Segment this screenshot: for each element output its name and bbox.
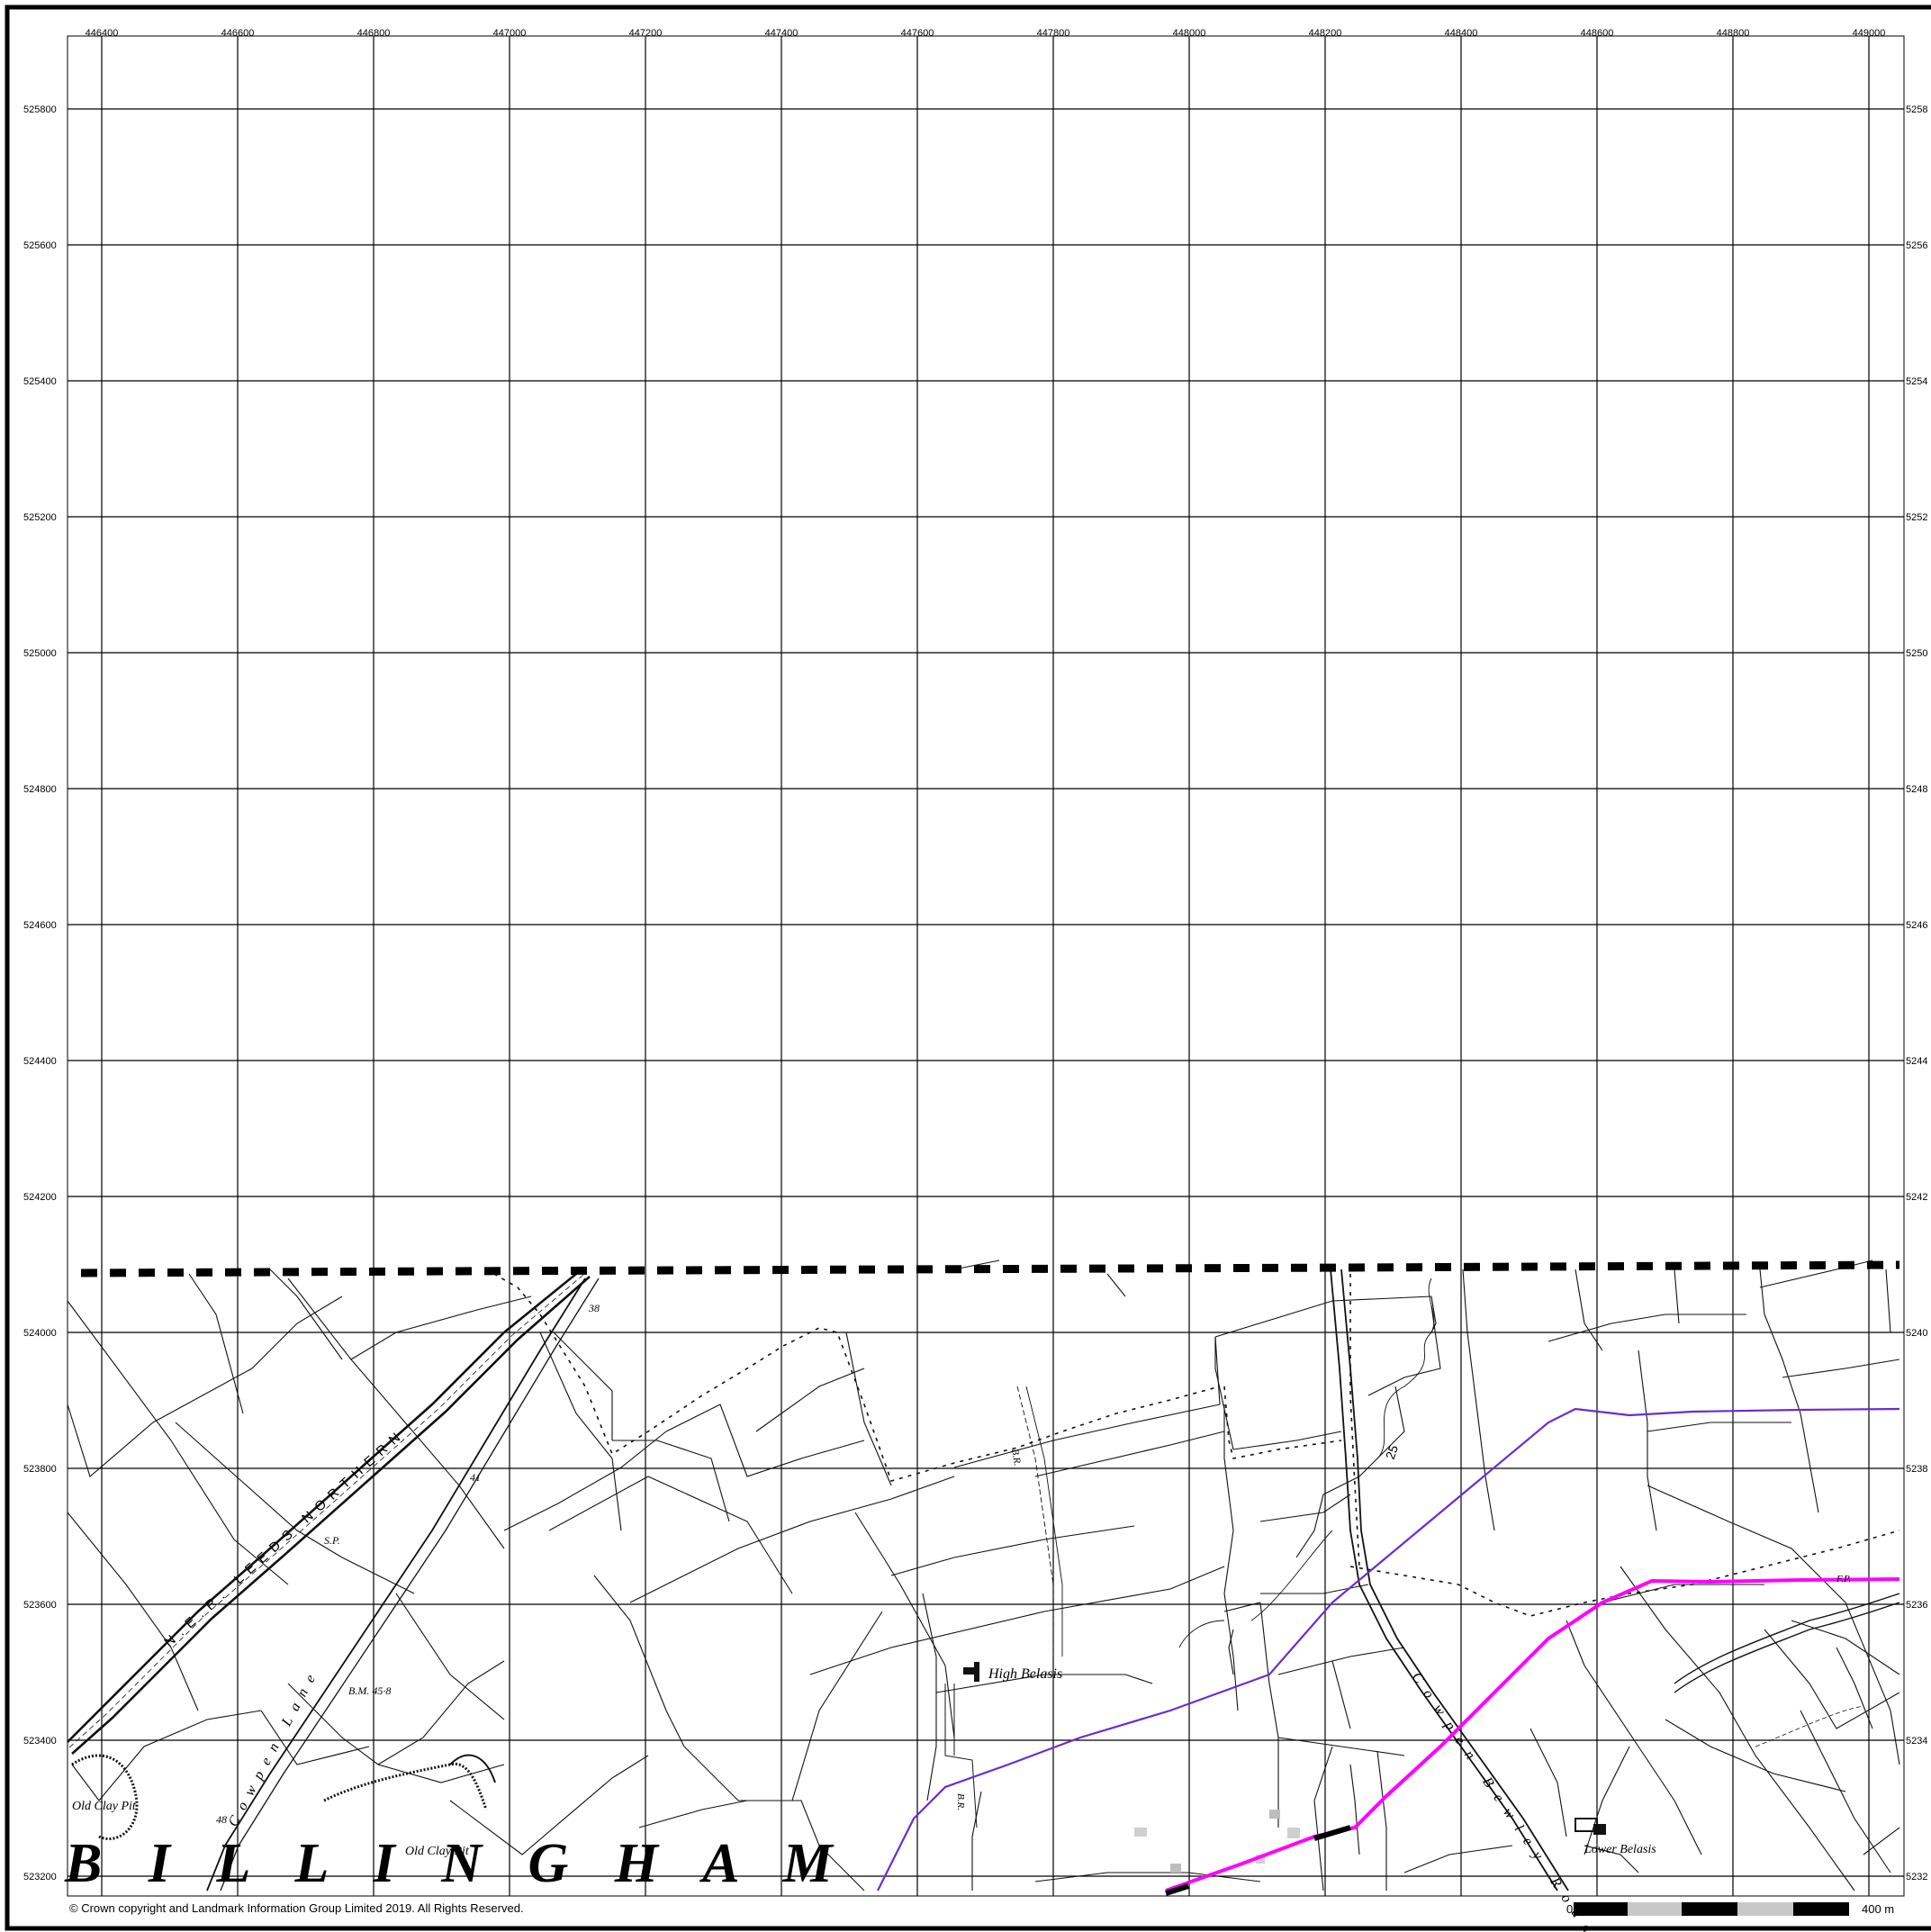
easting-label: 448800 xyxy=(1717,28,1750,39)
northing-label-right: 5250 xyxy=(1906,648,1927,659)
old-clay-pit-label-1: Old Clay Pit xyxy=(72,1800,137,1813)
easting-label: 447800 xyxy=(1037,28,1070,39)
old-clay-pit-label-2: Old Clay Pit xyxy=(405,1845,470,1858)
boundary-dashed-line xyxy=(80,1260,1900,1277)
easting-label: 447200 xyxy=(629,28,663,39)
northing-label-right: 5242 xyxy=(1906,1192,1927,1203)
easting-label: 448600 xyxy=(1581,28,1614,39)
northing-label-left: 524000 xyxy=(23,1328,57,1339)
scale-bar-end-label: 400 m xyxy=(1862,1902,1894,1916)
scale-bar-start-label: 0 xyxy=(1566,1902,1573,1916)
sp-label: S.P. xyxy=(324,1534,340,1547)
br-label-1: B.R. xyxy=(1009,1448,1023,1467)
northing-label-left: 525400 xyxy=(23,376,57,387)
boundary-segment xyxy=(1313,1825,1351,1841)
fp-label: F.P. xyxy=(1836,1574,1851,1584)
easting-label: 448400 xyxy=(1445,28,1478,39)
benchmark-label: B.M. 45·8 xyxy=(348,1684,391,1697)
purple-line xyxy=(877,1407,1900,1891)
easting-label: 448200 xyxy=(1309,28,1342,39)
northing-label-right: 5238 xyxy=(1906,1464,1927,1475)
northing-label-left: 523200 xyxy=(23,1872,57,1882)
northing-label-right: 5254 xyxy=(1906,376,1927,387)
northing-label-right: 5234 xyxy=(1906,1736,1927,1747)
height-48-label: 48 xyxy=(216,1813,227,1826)
map-panel xyxy=(67,35,1905,1897)
boundary-segment-2 xyxy=(1165,1883,1189,1896)
northing-label-right: 5256 xyxy=(1906,240,1927,251)
easting-label: 448000 xyxy=(1173,28,1206,39)
northing-label-right: 5252 xyxy=(1906,512,1927,523)
easting-label: 447600 xyxy=(901,28,934,39)
northing-label-right: 5244 xyxy=(1906,1056,1927,1067)
northing-label-right: 5232 xyxy=(1906,1872,1927,1882)
high-belasis-label: High Belasis xyxy=(988,1666,1062,1682)
contour-25-label: 25 xyxy=(1383,1443,1401,1461)
northing-label-left: 525800 xyxy=(23,104,57,115)
height-41-label: 41 xyxy=(470,1471,481,1484)
northing-label-left: 524200 xyxy=(23,1192,57,1203)
northing-label-right: 5258 xyxy=(1906,104,1927,115)
billingham-label: B I L L I N G H A M xyxy=(64,1833,849,1894)
height-38-label: 38 xyxy=(588,1302,600,1314)
northing-label-left: 524400 xyxy=(23,1056,57,1067)
easting-label: 446400 xyxy=(86,28,119,39)
northing-label-left: 525600 xyxy=(23,240,57,251)
scale-bar: 0 400 m xyxy=(1566,1902,1894,1916)
easting-label: 446800 xyxy=(357,28,391,39)
northing-label-right: 5240 xyxy=(1906,1328,1927,1339)
northing-label-left: 523800 xyxy=(23,1464,57,1475)
northing-label-right: 5248 xyxy=(1906,784,1927,795)
easting-label: 446600 xyxy=(221,28,255,39)
historic-map-base xyxy=(67,1259,1900,1891)
easting-label: 449000 xyxy=(1853,28,1886,39)
grid-lines xyxy=(68,36,1904,1896)
northing-label-left: 525200 xyxy=(23,512,57,523)
northing-label-left: 523400 xyxy=(23,1736,57,1747)
map-border xyxy=(5,5,1931,1931)
northing-label-left: 525000 xyxy=(23,648,57,659)
grid-labels: 446400 446600 446800 447000 447200 447400 4476… xyxy=(23,28,1927,1882)
easting-label: 447400 xyxy=(765,28,799,39)
lower-belasis-label: Lower Belasis xyxy=(1584,1843,1656,1856)
easting-label: 447000 xyxy=(493,28,527,39)
northing-label-left: 524800 xyxy=(23,784,57,795)
copyright-notice: © Crown copyright and Landmark Informati… xyxy=(69,1901,524,1915)
northing-label-right: 5236 xyxy=(1906,1600,1927,1611)
br-label-2: B.R. xyxy=(955,1793,966,1810)
northing-label-left: 523600 xyxy=(23,1600,57,1611)
northing-label-right: 5246 xyxy=(1906,920,1927,931)
northing-label-left: 524600 xyxy=(23,920,57,931)
